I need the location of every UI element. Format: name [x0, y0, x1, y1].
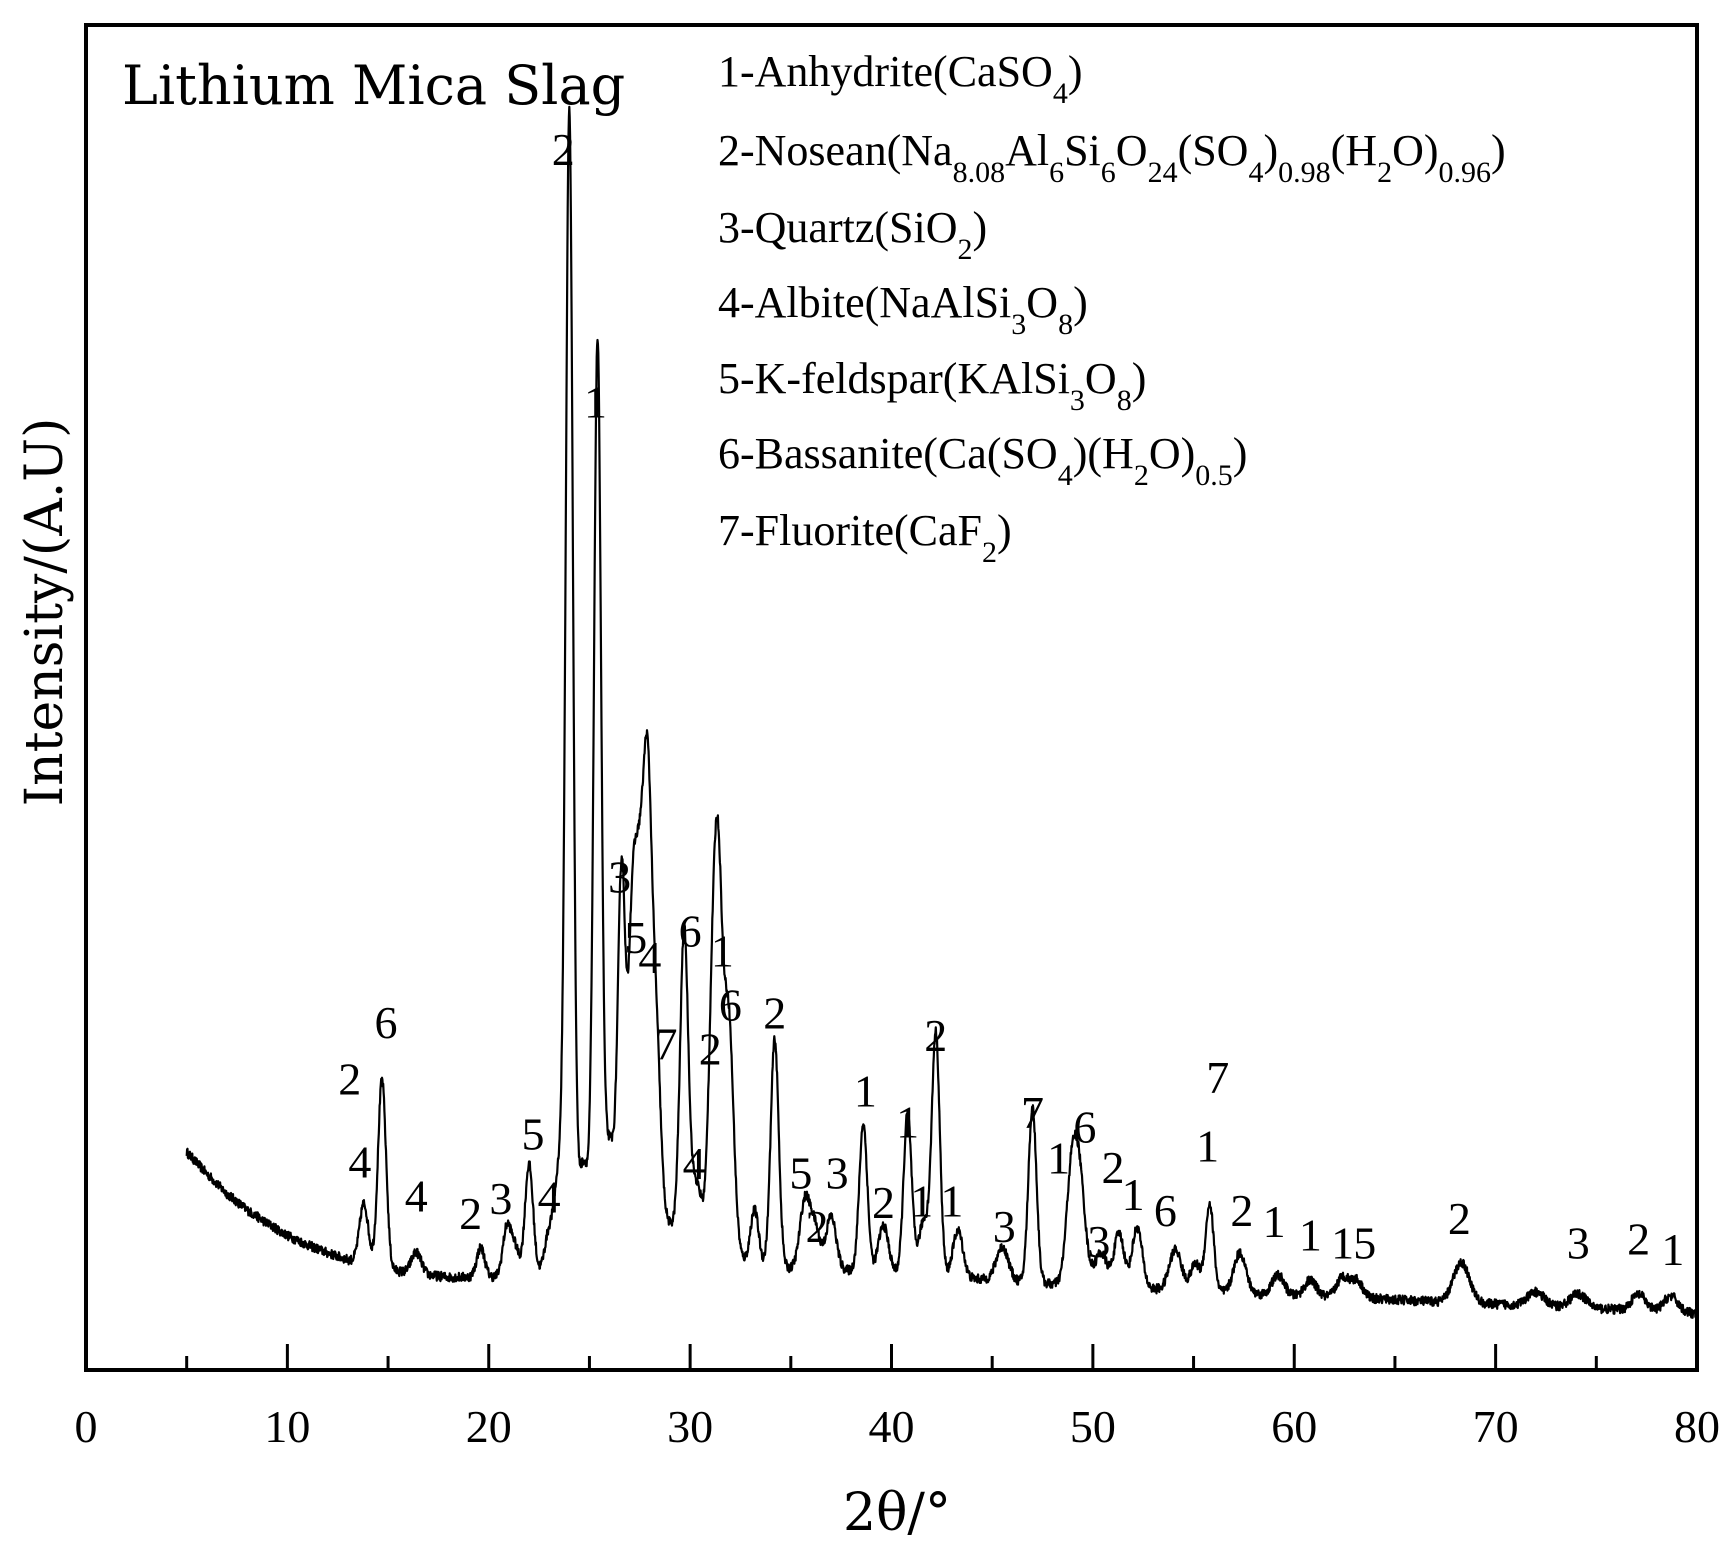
peak-label-2: 2: [459, 1188, 482, 1239]
peak-label-2: 2: [338, 1053, 361, 1104]
peak-label-7: 7: [1021, 1087, 1044, 1138]
peak-label-7: 7: [1206, 1052, 1229, 1103]
peak-label-2: 2: [1448, 1193, 1471, 1244]
peak-label-1: 1: [1122, 1169, 1145, 1220]
peak-label-1: 1: [1331, 1217, 1354, 1268]
peak-label-1: 1: [584, 377, 607, 428]
peak-label-4: 4: [405, 1170, 428, 1221]
peak-label-2: 2: [552, 124, 575, 175]
peak-label-2: 2: [924, 1010, 947, 1061]
peak-label-5: 5: [789, 1147, 812, 1198]
peak-label-6: 6: [1154, 1185, 1177, 1236]
peak-label-1: 1: [854, 1065, 877, 1116]
peak-label-2: 2: [805, 1201, 828, 1252]
peak-label-2: 2: [872, 1177, 895, 1228]
peak-label-3: 3: [608, 852, 631, 903]
chart-title: Lithium Mica Slag: [122, 54, 625, 117]
x-tick-label: 40: [869, 1401, 915, 1452]
peak-label-1: 1: [940, 1176, 963, 1227]
peak-label-3: 3: [1087, 1216, 1110, 1267]
peak-label-4: 4: [683, 1138, 706, 1189]
peak-label-1: 1: [910, 1176, 933, 1227]
x-tick-label: 80: [1674, 1401, 1720, 1452]
peak-label-1: 1: [896, 1096, 919, 1147]
peak-label-3: 3: [826, 1147, 849, 1198]
peak-label-1: 1: [1299, 1209, 1322, 1260]
peak-label-2: 2: [1102, 1142, 1125, 1193]
peak-label-1: 1: [711, 926, 734, 977]
peak-label-2: 2: [699, 1024, 722, 1075]
peak-label-4: 4: [638, 932, 661, 983]
x-tick-label: 0: [75, 1401, 98, 1452]
plot-frame: [84, 23, 1699, 1372]
peak-label-2: 2: [1627, 1213, 1650, 1264]
peak-label-1: 1: [1047, 1133, 1070, 1184]
peak-label-4: 4: [348, 1137, 371, 1188]
x-tick-label: 30: [667, 1401, 713, 1452]
x-axis-label: 2θ/°: [843, 1483, 951, 1543]
peak-label-6: 6: [719, 979, 742, 1030]
x-tick-label: 60: [1271, 1401, 1317, 1452]
peak-label-3: 3: [993, 1201, 1016, 1252]
peak-label-5: 5: [1353, 1217, 1376, 1268]
x-axis-tick-labels: 0 10 20 30 40 50 60 70 80: [75, 1401, 1721, 1452]
x-tick-label: 50: [1070, 1401, 1116, 1452]
peak-label-3: 3: [489, 1173, 512, 1224]
xrd-pattern-line: [185, 105, 1698, 1319]
peak-label-7: 7: [654, 1018, 677, 1069]
peak-label-6: 6: [375, 997, 398, 1048]
peak-label-6: 6: [1073, 1102, 1096, 1153]
x-tick-label: 70: [1473, 1401, 1519, 1452]
peak-label-5: 5: [624, 912, 647, 963]
y-axis-label: Intensity/(A.U): [15, 418, 75, 807]
x-tick-label: 10: [264, 1401, 310, 1452]
peak-label-1: 1: [1196, 1121, 1219, 1172]
peak-label-1: 1: [1661, 1224, 1684, 1275]
x-tick-label: 20: [466, 1401, 512, 1452]
peak-label-5: 5: [522, 1108, 545, 1159]
peak-label-2: 2: [763, 987, 786, 1038]
peak-label-2: 2: [1230, 1185, 1253, 1236]
peak-label-1: 1: [1263, 1196, 1286, 1247]
peak-label-3: 3: [1567, 1217, 1590, 1268]
peak-label-4: 4: [538, 1172, 561, 1223]
peak-label-6: 6: [679, 905, 702, 956]
